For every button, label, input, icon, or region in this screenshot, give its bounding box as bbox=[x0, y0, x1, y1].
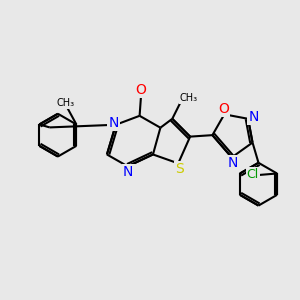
Text: N: N bbox=[123, 165, 134, 179]
Text: O: O bbox=[218, 102, 229, 116]
Text: N: N bbox=[108, 116, 118, 130]
Text: Cl: Cl bbox=[247, 168, 259, 181]
Text: N: N bbox=[227, 156, 238, 170]
Text: CH₃: CH₃ bbox=[180, 93, 198, 103]
Text: S: S bbox=[175, 162, 184, 176]
Text: O: O bbox=[136, 83, 146, 97]
Text: N: N bbox=[248, 110, 259, 124]
Text: CH₃: CH₃ bbox=[57, 98, 75, 108]
